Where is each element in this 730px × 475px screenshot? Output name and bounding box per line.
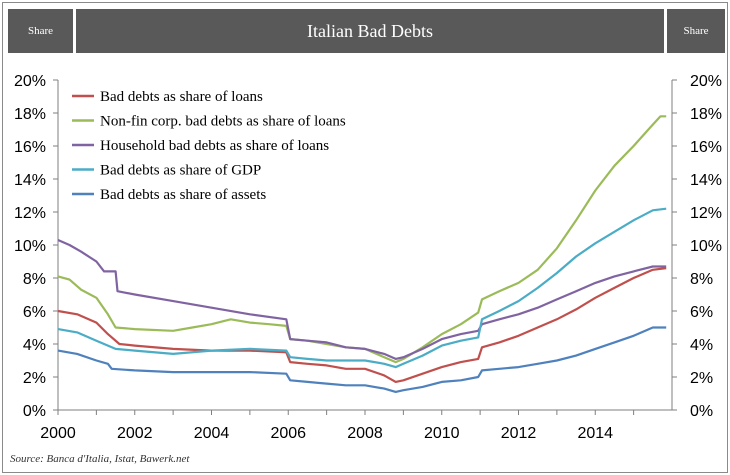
y-tick-label-right: 16% [690, 139, 722, 156]
y-tick-label-left: 6% [23, 304, 46, 321]
y-tick-label-right: 10% [690, 238, 722, 255]
y-tick-label-left: 4% [23, 337, 46, 354]
series-line-1 [57, 267, 667, 383]
y-tick-label-right: 6% [690, 304, 713, 321]
legend-label-1: Bad debts as share of loans [100, 89, 263, 105]
y-tick-label-right: 8% [690, 271, 713, 288]
legend-label-2: Non-fin corp. bad debts as share of loan… [100, 114, 346, 130]
chart-header: Share Italian Bad Debts Share [3, 3, 726, 53]
series-line-5 [57, 326, 667, 393]
y-tick-label-left: 16% [14, 139, 46, 156]
series-line-3 [57, 238, 667, 360]
source-note: Source: Banca d'Italia, Istat, Bawerk.ne… [10, 453, 190, 465]
x-tick-label: 2012 [501, 425, 537, 442]
series-line-4 [57, 207, 667, 369]
y-tick-label-left: 20% [14, 73, 46, 90]
x-tick-label: 2002 [117, 425, 153, 442]
chart-title: Italian Bad Debts [76, 9, 664, 53]
y-tick-label-right: 18% [690, 106, 722, 123]
x-tick-label: 2004 [194, 425, 230, 442]
y-tick-label-right: 4% [690, 337, 713, 354]
right-axis-label: Share [667, 9, 725, 53]
y-tick-label-left: 2% [23, 370, 46, 387]
y-tick-label-right: 20% [690, 73, 722, 90]
y-tick-label-left: 14% [14, 172, 46, 189]
legend-label-3: Household bad debts as share of loans [100, 138, 329, 154]
y-tick-label-right: 2% [690, 370, 713, 387]
y-tick-label-left: 0% [23, 403, 46, 420]
x-tick-label: 2000 [40, 425, 76, 442]
y-tick-label-left: 12% [14, 205, 46, 222]
legend-label-4: Bad debts as share of GDP [100, 163, 261, 179]
y-tick-label-right: 14% [690, 172, 722, 189]
x-tick-label: 2010 [424, 425, 460, 442]
y-tick-label-right: 0% [690, 403, 713, 420]
series-line-2 [57, 115, 667, 364]
left-axis-label: Share [8, 9, 73, 53]
y-tick-label-right: 12% [690, 205, 722, 222]
x-tick-label: 2008 [347, 425, 383, 442]
legend-label-5: Bad debts as share of assets [100, 187, 266, 203]
x-tick-label: 2006 [270, 425, 306, 442]
y-tick-label-left: 10% [14, 238, 46, 255]
y-tick-label-left: 8% [23, 271, 46, 288]
x-tick-label: 2014 [577, 425, 613, 442]
y-tick-label-left: 18% [14, 106, 46, 123]
